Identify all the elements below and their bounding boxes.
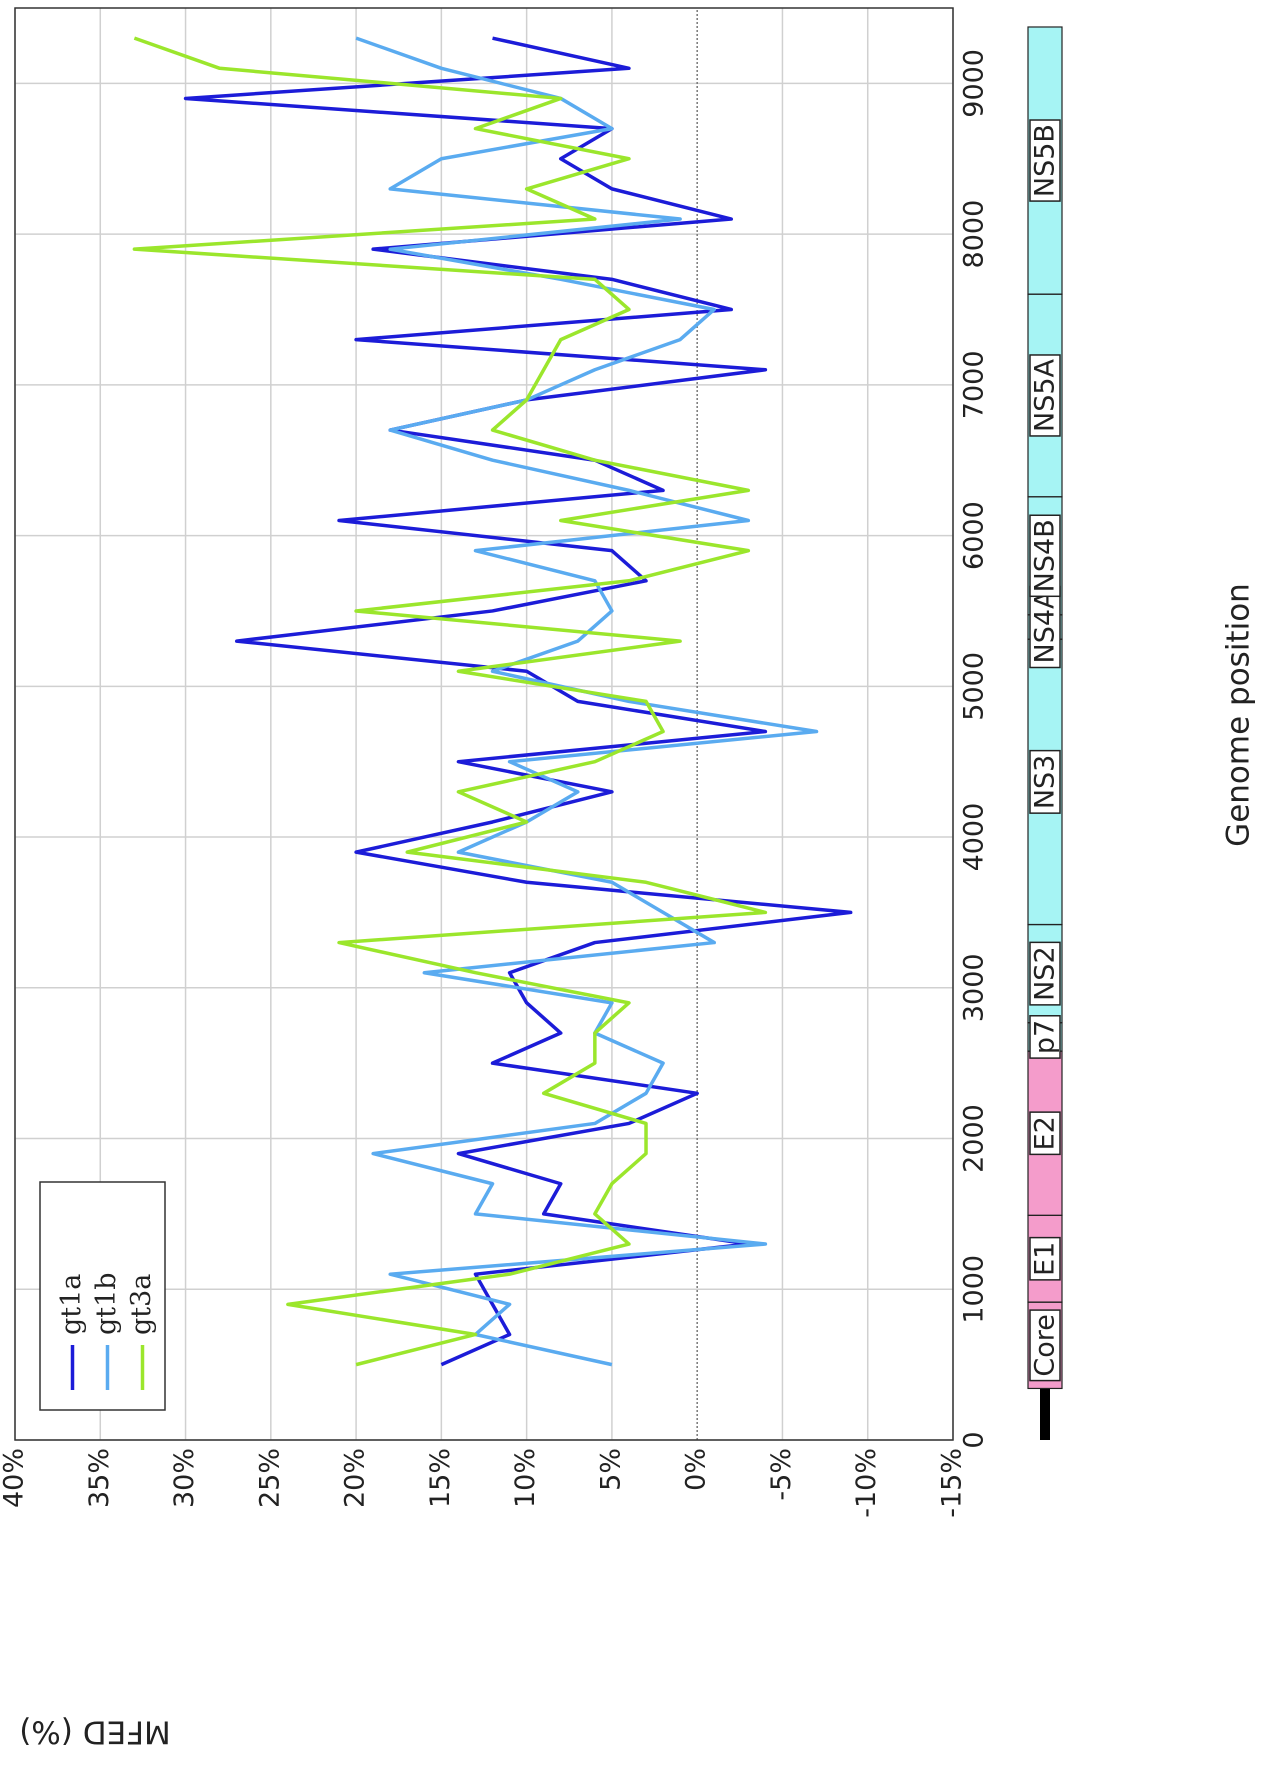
plot-frame xyxy=(14,7,954,1441)
y-tick-label: -15% xyxy=(937,1448,968,1518)
region-label: NS2 xyxy=(1030,946,1061,1001)
region-label: NS3 xyxy=(1030,755,1061,810)
y-tick-label: 15% xyxy=(425,1448,456,1508)
region-label: Core xyxy=(1030,1314,1061,1377)
utr-bar xyxy=(1040,1388,1050,1440)
region-label-box xyxy=(1029,514,1061,598)
series-line xyxy=(355,36,819,1367)
chart-body: Genome position MFED (%) 0 1000 2000 3000 40… xyxy=(0,7,1257,1750)
x-tick-label: 6000 xyxy=(959,501,990,570)
y-tick-label: 5% xyxy=(595,1448,626,1491)
region-label-box xyxy=(1029,941,1061,1006)
x-tick-label: 3000 xyxy=(959,953,990,1022)
y-tick-label: -5% xyxy=(766,1448,797,1501)
legend-label: gt1a xyxy=(56,1274,87,1335)
region-label: NS5A xyxy=(1030,358,1061,432)
x-tick-label: 8000 xyxy=(959,200,990,269)
x-tick-label: 1000 xyxy=(959,1255,990,1324)
region-label: NS4A xyxy=(1030,590,1061,664)
region-label: NS4B xyxy=(1030,519,1061,592)
region-label-box xyxy=(1029,749,1061,814)
y-tick-label: 0% xyxy=(681,1448,712,1491)
region-label-box xyxy=(1029,1111,1061,1156)
y-tick-label: 10% xyxy=(510,1448,541,1508)
legend-label: gt1b xyxy=(91,1272,122,1335)
region-label: E1 xyxy=(1030,1242,1061,1276)
x-tick-label: 7000 xyxy=(959,350,990,419)
region-label-box xyxy=(1029,354,1061,437)
y-axis-title: MFED (%) xyxy=(19,1714,171,1750)
x-tick-label: 9000 xyxy=(959,49,990,118)
y-tick-label: 25% xyxy=(254,1448,285,1508)
region-label-box xyxy=(1029,1015,1061,1059)
x-tick-label: 4000 xyxy=(959,803,990,872)
y-tick-label: 35% xyxy=(84,1448,115,1508)
y-tick-label: -10% xyxy=(851,1448,882,1518)
region-label-box xyxy=(1029,1236,1061,1281)
y-tick-label: 20% xyxy=(340,1448,371,1508)
region-label: p7 xyxy=(1030,1020,1061,1054)
region-label: NS5B xyxy=(1030,124,1061,197)
region-label-box xyxy=(1029,119,1061,202)
x-tick-label: 2000 xyxy=(959,1104,990,1173)
series-line xyxy=(132,36,768,1367)
y-tick-label: 30% xyxy=(169,1448,200,1508)
region-label-box xyxy=(1029,1309,1061,1382)
y-tick-label: 40% xyxy=(0,1448,30,1508)
x-axis-title: Genome position xyxy=(1221,583,1257,847)
legend-label: gt3a xyxy=(126,1274,157,1335)
region-label: E2 xyxy=(1030,1116,1061,1150)
x-tick-label: 0 xyxy=(959,1431,990,1448)
x-tick-label: 5000 xyxy=(959,652,990,721)
